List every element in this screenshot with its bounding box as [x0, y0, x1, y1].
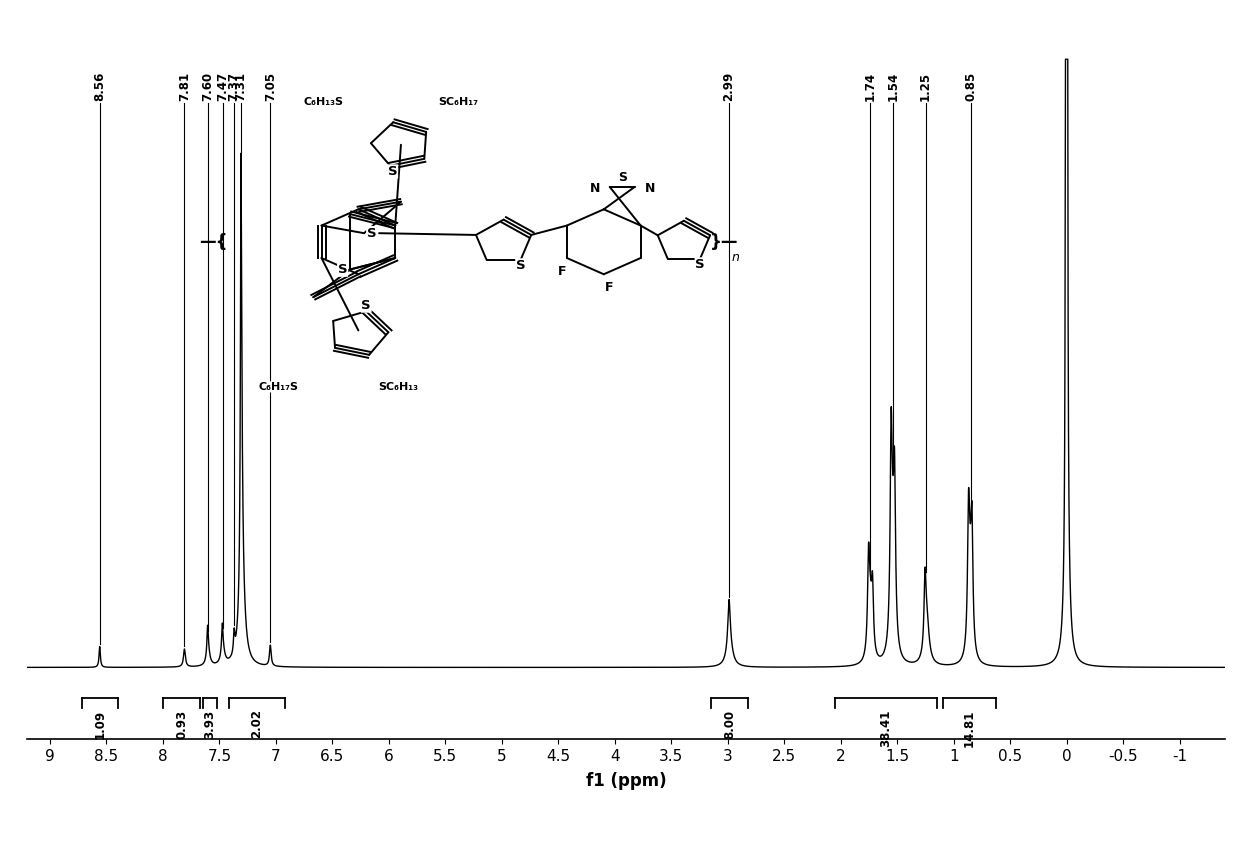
Text: 1.54: 1.54: [887, 72, 899, 100]
Text: 0.93: 0.93: [175, 709, 188, 739]
Text: 8.56: 8.56: [93, 71, 107, 100]
Text: 7.37: 7.37: [228, 72, 241, 100]
Text: 8.00: 8.00: [723, 709, 737, 739]
Text: 3.93: 3.93: [203, 709, 216, 739]
Text: 7.60: 7.60: [202, 72, 215, 100]
Text: 7.05: 7.05: [264, 72, 277, 100]
Text: 7.47: 7.47: [216, 72, 229, 100]
Text: 7.81: 7.81: [179, 72, 191, 100]
Text: 2.02: 2.02: [250, 709, 263, 739]
Text: 14.81: 14.81: [962, 709, 976, 746]
Text: 1.74: 1.74: [864, 72, 877, 100]
Text: 1.25: 1.25: [919, 72, 932, 100]
Text: 38.41: 38.41: [879, 709, 893, 746]
Text: 2.99: 2.99: [723, 72, 735, 100]
Text: 1.09: 1.09: [93, 709, 107, 739]
Text: 0.85: 0.85: [965, 72, 977, 100]
X-axis label: f1 (ppm): f1 (ppm): [585, 772, 667, 791]
Text: 7.31: 7.31: [234, 72, 248, 100]
